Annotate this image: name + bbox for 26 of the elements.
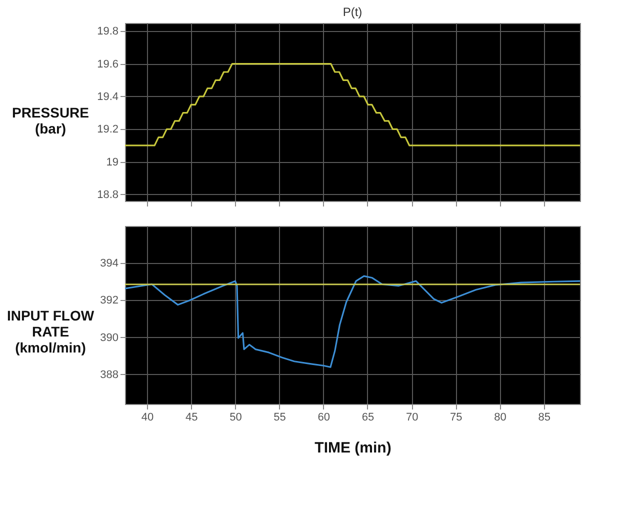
line-series [124,63,581,146]
x-tick-label: 80 [494,412,506,424]
y-axis-title: PRESSURE (bar) [12,104,90,136]
x-axis-title: TIME (min) [314,440,392,456]
x-tick-label: 55 [274,412,286,424]
y-tick-label: 394 [100,258,118,270]
x-tick-label: 50 [230,412,242,424]
y-tick-label: 18.8 [97,188,118,201]
chart-title: P(t) [342,5,362,19]
y-tick-label: 388 [100,368,118,381]
x-tick-label: 45 [186,412,198,424]
y-tick-label: 19.6 [97,58,118,70]
y-tick-label: 19.2 [97,124,118,136]
x-tick-label: 85 [538,412,550,424]
line-series [124,275,581,368]
x-tick-label: 60 [318,412,330,424]
y-tick-label: 390 [100,332,118,344]
y-axis-title: INPUT FLOW RATE (kmol/min) [6,308,95,356]
y-tick-label: 19.8 [97,26,118,38]
y-tick-label: 19.4 [97,90,118,103]
x-tick-label: 75 [450,412,462,424]
y-tick-label: 19 [106,156,118,168]
x-tick-label: 70 [406,412,418,424]
x-tick-label: 40 [141,412,154,424]
x-tick-label: 65 [362,412,374,424]
y-tick-label: 392 [100,294,118,307]
